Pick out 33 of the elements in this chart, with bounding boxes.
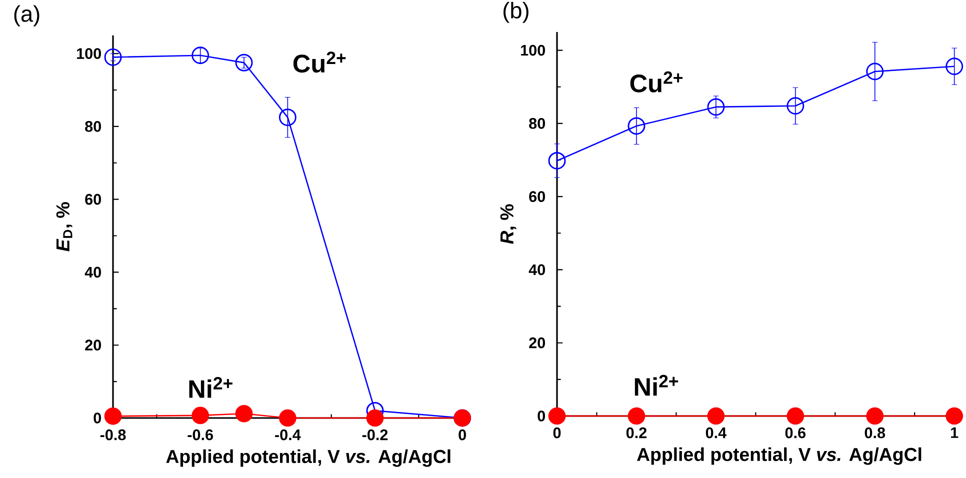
- x-tick-label: -0.6: [188, 429, 213, 440]
- series-label: Cu$^{2+}$: [630, 71, 683, 92]
- y-tick-label: 20: [85, 340, 101, 351]
- series-label: Ni$^{2+}$: [634, 374, 678, 396]
- y-tick-label: 60: [85, 194, 101, 205]
- x-tick-label: 0.2: [626, 427, 647, 438]
- y-tick-label: 0: [94, 412, 101, 424]
- y-tick-label: 40: [84, 266, 101, 278]
- x-tick-label: 0.8: [864, 427, 886, 438]
- series-label: Ni$^{2+}$: [189, 377, 232, 398]
- y-tick-label: 80: [529, 118, 546, 129]
- x-tick-label: 0.4: [706, 427, 727, 438]
- x-tick-label: -0.4: [275, 429, 301, 440]
- chart-title: (b): [504, 2, 528, 23]
- x-axis-title: Applied potential, V vs. Ag/AgCl: [637, 447, 922, 465]
- x-tick-label: 0: [553, 427, 561, 438]
- series-label: Cu$^{2+}$: [293, 52, 346, 73]
- y-tick-label: 0: [538, 410, 546, 422]
- x-tick-label: -0.8: [100, 429, 126, 440]
- y-tick-label: 80: [85, 121, 101, 132]
- y-tick-label: 60: [529, 191, 546, 202]
- y-tick-label: 40: [528, 264, 546, 276]
- y-tick-label: 100: [521, 44, 546, 56]
- y-tick-label: 100: [77, 48, 101, 59]
- y-tick-label: 20: [529, 337, 546, 348]
- chart-title: (a): [14, 5, 40, 26]
- x-tick-label: 0: [458, 429, 466, 440]
- y-axis-title: E$_{D}$, %: [56, 202, 72, 252]
- x-tick-label: 0.6: [785, 427, 806, 438]
- x-tick-label: 1: [951, 427, 958, 438]
- y-axis-title: R, %: [500, 204, 516, 244]
- x-tick-label: -0.2: [362, 429, 388, 440]
- x-axis-title: Applied potential, V vs. Ag/AgCl: [166, 449, 450, 467]
